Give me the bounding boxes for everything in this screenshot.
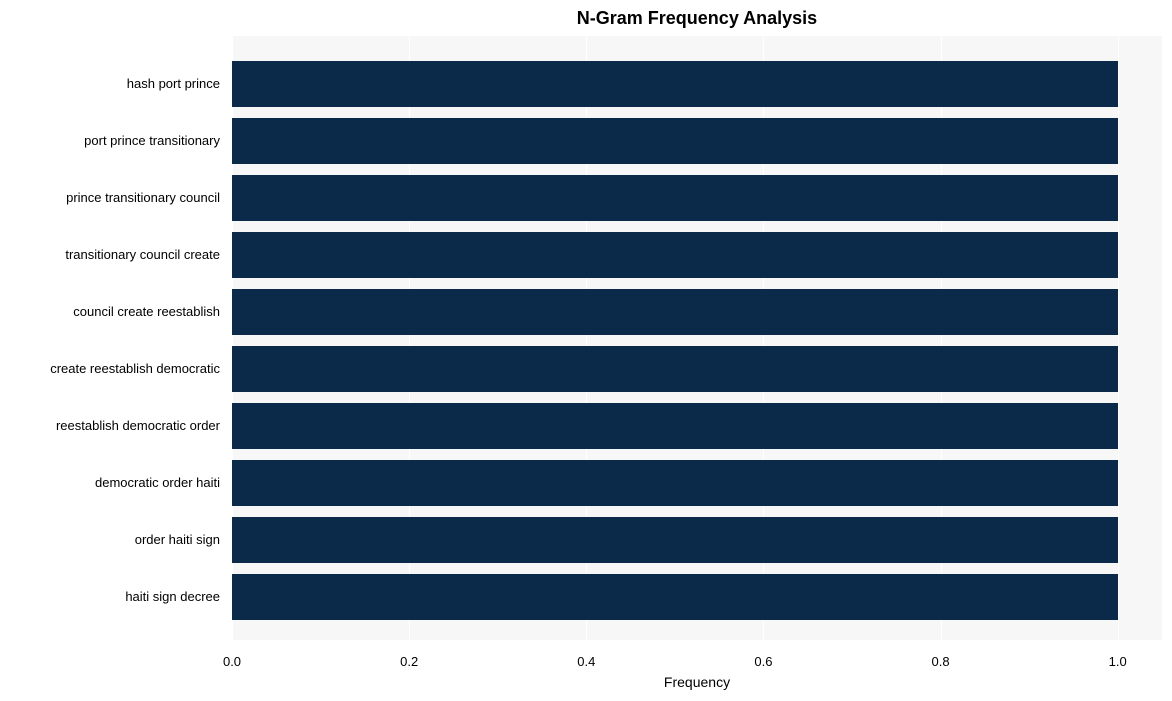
y-tick-label: reestablish democratic order: [0, 419, 220, 433]
x-tick-label: 1.0: [1109, 654, 1127, 669]
bar: [232, 289, 1118, 335]
y-tick-label: port prince transitionary: [0, 134, 220, 148]
bar: [232, 175, 1118, 221]
y-tick-label: haiti sign decree: [0, 590, 220, 604]
bar: [232, 460, 1118, 506]
x-tick-label: 0.2: [400, 654, 418, 669]
x-tick-label: 0.4: [577, 654, 595, 669]
plot-area: [232, 36, 1162, 640]
chart-container: N-Gram Frequency Analysis hash port prin…: [0, 0, 1172, 701]
grid-line: [1118, 36, 1119, 640]
bar: [232, 232, 1118, 278]
y-tick-label: order haiti sign: [0, 533, 220, 547]
y-tick-label: prince transitionary council: [0, 191, 220, 205]
bar: [232, 403, 1118, 449]
x-tick-label: 0.6: [754, 654, 772, 669]
y-tick-label: create reestablish democratic: [0, 362, 220, 376]
x-tick-label: 0.0: [223, 654, 241, 669]
chart-title: N-Gram Frequency Analysis: [232, 8, 1162, 29]
bar: [232, 118, 1118, 164]
x-axis-label: Frequency: [232, 674, 1162, 690]
y-tick-label: hash port prince: [0, 77, 220, 91]
bar: [232, 61, 1118, 107]
x-tick-label: 0.8: [932, 654, 950, 669]
bar: [232, 517, 1118, 563]
bar: [232, 346, 1118, 392]
bar: [232, 574, 1118, 620]
y-tick-label: council create reestablish: [0, 305, 220, 319]
y-tick-label: democratic order haiti: [0, 476, 220, 490]
y-tick-label: transitionary council create: [0, 248, 220, 262]
